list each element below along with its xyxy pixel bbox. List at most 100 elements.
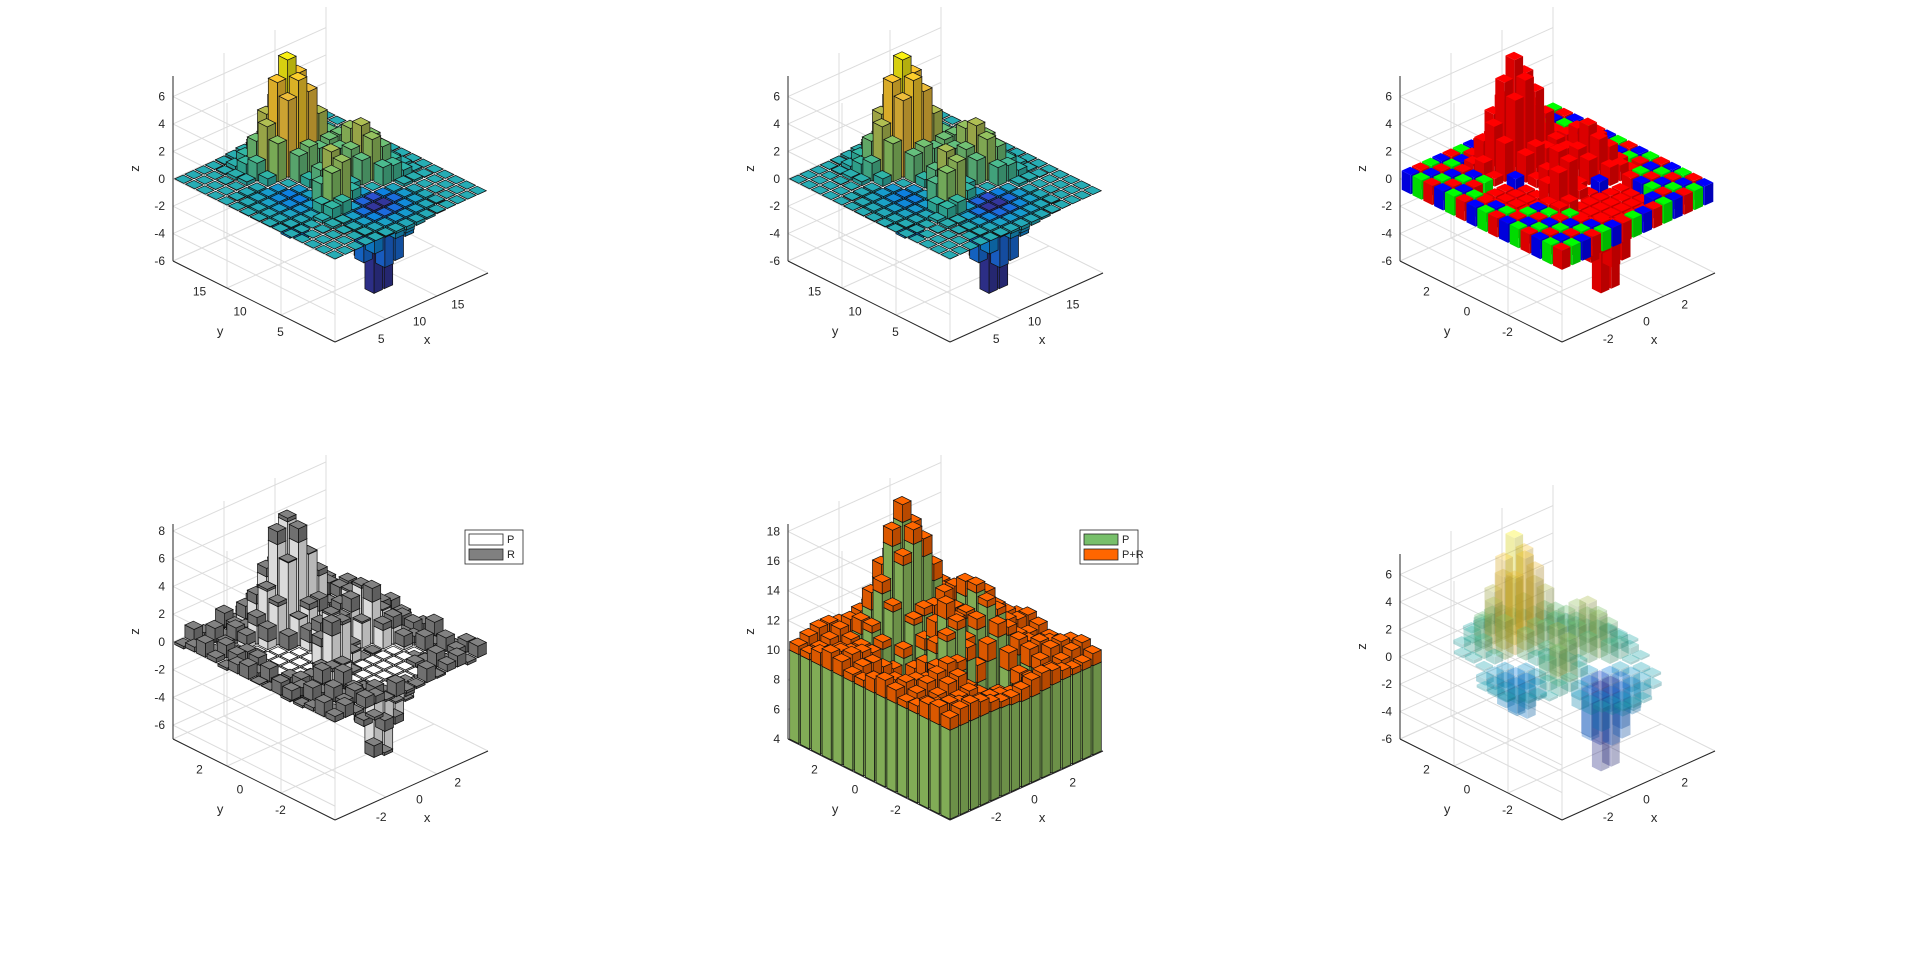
bar <box>1051 179 1071 189</box>
bar <box>206 190 226 200</box>
bar-segment <box>437 656 457 673</box>
bar <box>184 180 204 190</box>
bar <box>1039 164 1059 174</box>
z-tick-label: 12 <box>767 613 781 627</box>
z-tick-label: 4 <box>158 579 165 593</box>
bar-segment <box>914 599 934 617</box>
bar <box>249 212 269 223</box>
bar <box>842 191 862 202</box>
bar <box>416 208 437 221</box>
bar-segment <box>892 496 912 524</box>
x-tick-label: 5 <box>993 332 1000 346</box>
legend-label: R <box>507 549 515 561</box>
y-tick-label: 2 <box>811 762 818 776</box>
y-tick-label: 15 <box>193 284 207 298</box>
z-tick-label: 0 <box>773 172 780 186</box>
bar <box>216 186 236 196</box>
bar <box>1495 135 1514 182</box>
bar-segment <box>341 590 361 613</box>
x-axis-line <box>949 750 1104 821</box>
y-tick-label: -2 <box>275 803 286 817</box>
bar <box>940 721 960 820</box>
x-axis-label: x <box>1039 810 1046 825</box>
z-tick-label: 2 <box>1385 622 1392 636</box>
x-axis-label: x <box>424 810 431 825</box>
x-tick-label: -2 <box>376 810 387 824</box>
bar-segment <box>940 709 960 731</box>
bar-segment <box>321 605 341 618</box>
bar <box>257 170 278 188</box>
z-axis-label: z <box>742 165 757 172</box>
bar-segment <box>289 610 309 621</box>
bar <box>809 165 829 175</box>
bar <box>173 174 194 184</box>
legend-label: P+R <box>1122 549 1144 561</box>
z-tick-label: -4 <box>1381 227 1392 241</box>
bar <box>1082 185 1103 195</box>
bar <box>335 245 355 255</box>
bar <box>988 158 1008 187</box>
bar-segment <box>312 661 332 685</box>
bar <box>907 234 927 244</box>
y-tick-label: 10 <box>233 305 247 319</box>
bar <box>302 219 322 229</box>
bar <box>268 135 288 183</box>
x-tick-label: 0 <box>1643 315 1650 329</box>
bar-segment <box>281 682 302 702</box>
bar <box>271 223 291 233</box>
bar-segment <box>893 640 914 660</box>
x-tick-label: -2 <box>1603 810 1614 824</box>
bar <box>875 217 895 228</box>
bar <box>314 244 334 254</box>
bar-segment <box>416 660 437 684</box>
x-tick-label: 5 <box>378 332 385 346</box>
bars <box>173 509 488 759</box>
bar <box>362 181 383 192</box>
bar <box>883 135 903 183</box>
z-tick-label: -2 <box>154 199 165 213</box>
bar <box>436 189 456 200</box>
x-tick-label: 10 <box>413 315 427 329</box>
z-axis-label: z <box>742 628 757 635</box>
z-tick-label: 4 <box>158 117 165 131</box>
bar <box>457 190 477 200</box>
bar-segment <box>394 627 414 648</box>
bar-segment <box>415 628 435 652</box>
z-tick-label: 4 <box>773 732 780 746</box>
bar <box>896 218 916 229</box>
chart-3: -2 0 2 -2 0 2 -6 -4 -2 0 2 4 6 x y z <box>1354 7 1716 347</box>
y-tick-label: 5 <box>892 325 899 339</box>
bar <box>1061 185 1082 195</box>
bar <box>194 165 214 175</box>
bar <box>327 115 347 125</box>
y-tick-label: 2 <box>1423 762 1430 776</box>
bar <box>820 170 840 181</box>
z-tick-label: -2 <box>769 199 780 213</box>
bar-segment <box>988 615 1008 638</box>
bar-segment <box>257 620 278 643</box>
bar <box>323 218 343 230</box>
y-tick-label: -2 <box>1502 803 1513 817</box>
bar-segment <box>977 635 998 663</box>
bar <box>278 178 299 188</box>
bar-segment <box>288 520 308 544</box>
z-tick-label: 0 <box>158 635 165 649</box>
bar <box>281 228 302 238</box>
bar-segment <box>325 707 345 723</box>
bar <box>832 196 852 206</box>
y-axis-line <box>787 260 951 343</box>
legend: PR <box>464 529 524 565</box>
bar <box>355 236 375 246</box>
bar <box>949 224 969 235</box>
bar <box>226 181 246 191</box>
z-tick-label: -6 <box>769 254 780 268</box>
bar-segment <box>362 579 382 603</box>
bar-segment <box>364 708 384 721</box>
legend-swatch <box>468 548 504 561</box>
z-tick-label: 2 <box>158 607 165 621</box>
bars <box>788 51 1103 294</box>
y-tick-label: 0 <box>1464 783 1471 797</box>
x-tick-label: -2 <box>1603 332 1614 346</box>
bar <box>205 170 225 181</box>
